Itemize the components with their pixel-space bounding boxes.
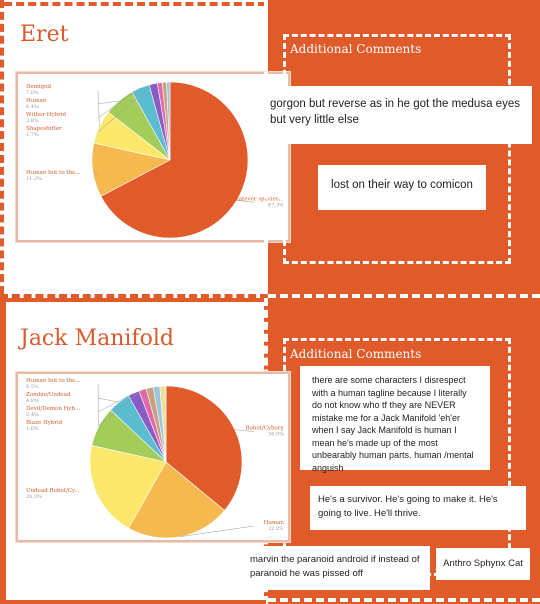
- pie-leader-line: [97, 383, 100, 427]
- pie-slice-label: Whatever species...: [230, 196, 285, 202]
- pie-slice: [165, 385, 243, 511]
- pie-slice-pct: 20.3%: [26, 494, 42, 500]
- pie-slice-pct: 22.2%: [268, 526, 284, 532]
- left-border-divider: [0, 0, 4, 604]
- pie-slice: [100, 81, 249, 239]
- pie-slice-label: Human but to the...: [26, 378, 81, 384]
- pie-slice-pct: 4.8%: [26, 398, 39, 404]
- eret-comments-box: [283, 34, 511, 264]
- pie-leader-line: [92, 170, 99, 177]
- jack-note-1: there are some characters I disrespect w…: [300, 366, 490, 473]
- pie-slice: [159, 385, 167, 463]
- pie-slice-pct: 2.4%: [26, 412, 39, 418]
- pie-slice-pct: 36.0%: [268, 432, 284, 438]
- eret-chart-card: Whatever species... 67.3% Human but to the…: [16, 72, 290, 242]
- section-divider-right: [268, 294, 540, 298]
- jack-note-4-text: Anthro Sphynx Cat: [443, 558, 523, 569]
- jack-comments-title: Additional Comments: [290, 347, 422, 361]
- eret-pie-chart: Whatever species...67.3% Human but to the…: [26, 81, 285, 239]
- pie-leader-line: [234, 429, 255, 432]
- jack-title: Jack Manifold: [20, 326, 174, 351]
- jack-note-1-text: there are some characters I disrespect w…: [312, 375, 474, 473]
- section-divider-left: [0, 294, 268, 298]
- pie-leader-line: [97, 393, 134, 413]
- pie-slice-label: Shapeshifter: [26, 126, 62, 132]
- bottom-border-right: [268, 598, 540, 602]
- pie-slice-label: Human but to the...: [26, 170, 81, 176]
- jack-note-3: marvin the paranoid android if instead o…: [240, 546, 430, 590]
- bottom-border-left: [4, 600, 266, 604]
- pie-slice-pct: 11.2%: [26, 176, 42, 182]
- pie-slice-pct: 8.5%: [26, 384, 39, 390]
- eret-note-1-text: gorgon but reverse as in he got the medu…: [270, 98, 520, 126]
- eret-title: Eret: [20, 22, 69, 47]
- pie-slice-pct: 1.6%: [26, 426, 39, 432]
- pie-slice-label: Robot/Cyborg: [245, 426, 284, 432]
- pie-slice-pct: 1.7%: [26, 132, 39, 138]
- pie-leader-line: [96, 492, 99, 495]
- pie-slice-label: Zombie/Undead: [26, 392, 71, 398]
- eret-top-dash: [4, 2, 266, 6]
- pie-slice-pct: 6.4%: [26, 104, 39, 110]
- pie-slice: [166, 81, 171, 161]
- jack-note-2-text: He's a survivor. He's going to make it. …: [318, 494, 498, 519]
- pie-slice: [128, 461, 225, 539]
- pie-slice-pct: 3.8%: [26, 118, 39, 124]
- pie-slice-label: Demigod: [26, 84, 51, 90]
- jack-note-3-text: marvin the paranoid android if instead o…: [250, 554, 420, 579]
- jack-note-2: He's a survivor. He's going to make it. …: [310, 486, 526, 530]
- pie-slice-label: Devil/Demon Hyb...: [26, 406, 81, 412]
- pie-slice-label: Wither Hybrid: [26, 112, 67, 118]
- jack-note-4: Anthro Sphynx Cat: [436, 548, 530, 580]
- pie-slice-label: Human: [264, 520, 285, 526]
- right-border-divider: [264, 0, 268, 604]
- pie-leader-line: [236, 200, 255, 203]
- eret-note-2: lost on their way to comicon: [318, 165, 486, 210]
- pie-slice-label: Undead Robot/Cy...: [26, 488, 80, 494]
- eret-note-1: gorgon but reverse as in he got the medu…: [260, 86, 532, 144]
- pie-slice-label: Human: [26, 98, 47, 104]
- pie-leader-line: [97, 87, 141, 119]
- pie-leader-line: [97, 389, 143, 427]
- pie-leader-line: [97, 83, 154, 133]
- jack-chart-card: Robot/Cyborg 36.0% Human 22.2% Undead Robot/…: [16, 372, 290, 542]
- pie-slice-label: Blaze Hybrid: [26, 420, 63, 426]
- eret-comments-title: Additional Comments: [290, 42, 422, 56]
- pie-leader-line: [97, 397, 120, 403]
- pie-leader-line: [97, 100, 120, 105]
- pie-slice-pct: 7.0%: [26, 90, 39, 96]
- eret-note-2-text: lost on their way to comicon: [331, 179, 473, 191]
- pie-leader-line: [97, 89, 100, 127]
- pie-leader-line: [179, 525, 255, 537]
- pie-slice-pct: 67.3%: [268, 202, 284, 208]
